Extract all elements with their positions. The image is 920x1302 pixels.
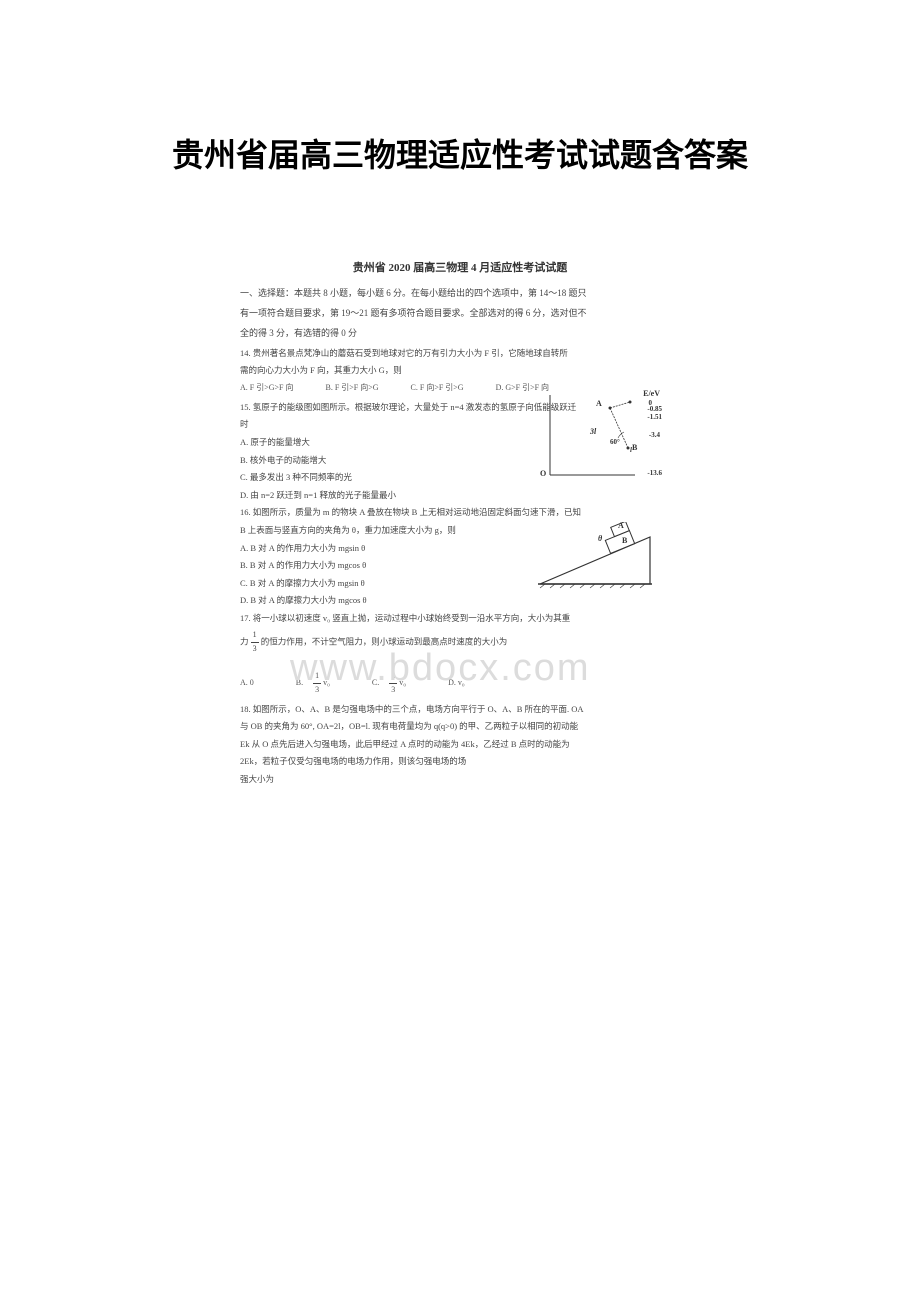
point-A: A [596, 398, 602, 411]
frac-den: 3 [389, 684, 397, 697]
length-l: l [630, 445, 632, 456]
frac-num: 2 [389, 670, 397, 684]
length-3l: 3l [590, 426, 596, 439]
q14-optC: C. F 向>F 引>G [411, 382, 464, 395]
page-title: 贵州省届高三物理适应性考试试题含答案 [0, 130, 920, 176]
q17-optB-var: v₀ [323, 678, 330, 687]
q17-optB-label: B. [296, 678, 303, 687]
instruction-line: 一、选择题：本题共 8 小题，每小题 6 分。在每小题给出的四个选项中，第 14… [240, 286, 680, 300]
document-image: 贵州省 2020 届高三物理 4 月适应性考试试题 一、选择题：本题共 8 小题… [240, 260, 680, 840]
frac-num: 1 [313, 670, 321, 684]
doc-title: 贵州省 2020 届高三物理 4 月适应性考试试题 [240, 260, 680, 278]
q17-suffix: 的恒力作用，不计空气阻力，则小球运动到最高点时速度的大小为 [261, 637, 508, 647]
q18-line4: 2Ek，若粒子仅受匀强电场的电场力作用，则该匀强电场的场 [240, 755, 680, 769]
q15-optD: D. 由 n=2 跃迁到 n=1 释放的光子能量最小 [240, 489, 680, 503]
energy-level-diagram: E/eV 0 -0.85 -1.51 -3.4 -13.6 A B O 3l l… [540, 390, 660, 480]
triangle-diagram: A B θ [530, 522, 660, 592]
point-O: O [540, 468, 546, 481]
q17-stem2: 力 1 3 的恒力作用，不计空气阻力，则小球运动到最高点时速度的大小为 [240, 629, 680, 656]
q17-optA: A. 0 [240, 678, 254, 687]
q18-line2: 与 OB 的夹角为 60°, OA=2l，OB=l. 现有电荷量均为 q(q>0… [240, 720, 680, 734]
frac-num: 1 [251, 629, 259, 643]
q17-optC-var: v₀ [399, 678, 406, 687]
angle-60: 60° [610, 437, 620, 448]
labelB: B [622, 535, 627, 548]
point-B: B [632, 442, 637, 455]
q17-options: A. 0 B. 1 3 v₀ C. 2 3 v₀ D. v₀ [240, 670, 680, 697]
q14-optB: B. F 引>F 向>G [325, 382, 378, 395]
fraction-icon: 2 3 [389, 670, 397, 697]
frac-den: 3 [251, 643, 259, 656]
q17-optD: D. v₀ [448, 678, 465, 687]
instruction-line: 全的得 3 分，有选错的得 0 分 [240, 326, 680, 340]
q17-prefix: 力 [240, 637, 249, 647]
q16-optD: D. B 对 A 的摩擦力大小为 mgcos θ [240, 594, 680, 608]
q14-stem2: 需的向心力大小为 F 向，其重力大小 G，则 [240, 364, 680, 378]
energy-n2: -3.4 [649, 430, 660, 441]
q16-stem1: 16. 如图所示，质量为 m 的物块 A 叠放在物块 B 上无相对运动地沿固定斜… [240, 506, 680, 520]
fraction-icon: 1 3 [251, 629, 259, 656]
document-content: 贵州省 2020 届高三物理 4 月适应性考试试题 一、选择题：本题共 8 小题… [240, 260, 680, 840]
q14-optA: A. F 引>G>F 向 [240, 382, 293, 395]
q18-line3: Ek 从 O 点先后进入匀强电场，此后甲经过 A 点时的动能为 4Ek，乙经过 … [240, 738, 680, 752]
q17-optC-label: C. [372, 678, 379, 687]
triangle-svg [530, 522, 660, 592]
q18-line5: 强大小为 [240, 773, 680, 787]
angle-theta: θ [598, 533, 602, 546]
q14-stem1: 14. 贵州著名景点梵净山的蘑菇石受到地球对它的万有引力大小为 F 引，它随地球… [240, 347, 680, 361]
energy-n1: -13.6 [647, 468, 662, 479]
energy-n3: -1.51 [647, 412, 662, 423]
fraction-icon: 1 3 [313, 670, 321, 697]
frac-den: 3 [313, 684, 321, 697]
q17-stem1: 17. 将一小球以初速度 v₀ 竖直上抛，运动过程中小球始终受到一沿水平方向，大… [240, 612, 680, 626]
labelA: A [618, 520, 624, 533]
instruction-line: 有一项符合题目要求，第 19～21 题有多项符合题目要求。全部选对的得 6 分，… [240, 306, 680, 320]
q18-line1: 18. 如图所示，O、A、B 是匀强电场中的三个点，电场方向平行于 O、A、B … [240, 703, 680, 717]
